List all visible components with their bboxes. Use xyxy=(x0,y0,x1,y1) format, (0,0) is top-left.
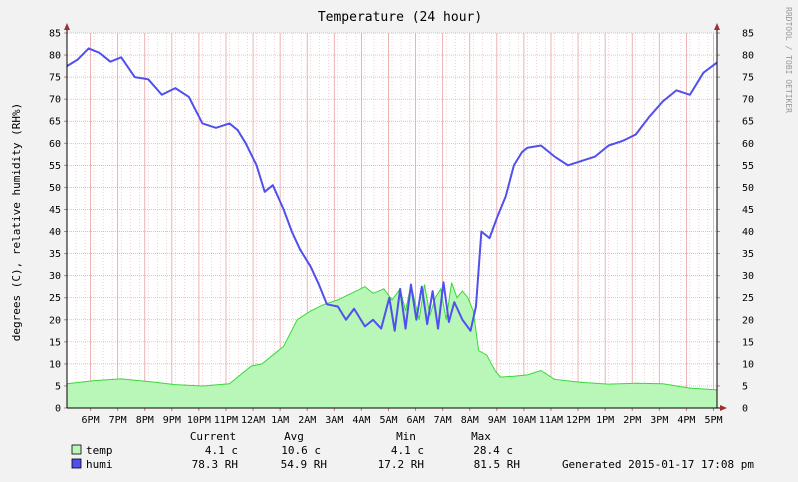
x-tick-label: 11PM xyxy=(214,415,238,426)
legend-min-temp: 4.1 c xyxy=(391,444,424,457)
x-tick-label: 3PM xyxy=(650,415,668,426)
x-tick-label: 7AM xyxy=(434,415,452,426)
x-tick-label: 9PM xyxy=(163,415,181,426)
x-tick-label: 3AM xyxy=(325,415,343,426)
y-tick-label-left: 65 xyxy=(49,117,61,128)
y-tick-label-right: 45 xyxy=(742,205,754,216)
y-tick-label-right: 75 xyxy=(742,73,754,84)
x-tick-label: 9AM xyxy=(488,415,506,426)
y-tick-label-right: 15 xyxy=(742,337,754,348)
x-tick-label: 12PM xyxy=(566,415,590,426)
grid xyxy=(66,32,718,409)
y-tick-label-right: 0 xyxy=(742,404,748,415)
y-tick-label-left: 85 xyxy=(49,29,61,40)
y-tick-label-left: 25 xyxy=(49,293,61,304)
x-tick-label: 10AM xyxy=(512,415,536,426)
legend-header-min: Min xyxy=(396,430,416,443)
y-tick-label-left: 10 xyxy=(49,359,61,370)
legend-max-humi: 81.5 RH xyxy=(474,458,520,471)
y-tick-label-right: 80 xyxy=(742,51,754,62)
x-axis-arrow xyxy=(720,405,727,411)
y-tick-label-right: 70 xyxy=(742,95,754,106)
y-tick-label-right: 50 xyxy=(742,183,754,194)
legend-row-temp: temp 4.1 c 10.6 c 4.1 c 28.4 c xyxy=(71,444,513,457)
chart-title: Temperature (24 hour) xyxy=(318,10,482,25)
x-tick-label: 1PM xyxy=(596,415,614,426)
x-tick-label: 1AM xyxy=(271,415,289,426)
legend-swatch-humi xyxy=(71,458,82,469)
y-tick-label-left: 35 xyxy=(49,249,61,260)
series-area-temp xyxy=(67,282,717,408)
legend-name-humi: humi xyxy=(86,458,113,471)
y-tick-label-right: 85 xyxy=(742,29,754,40)
legend-header-max: Max xyxy=(471,430,491,443)
x-tick-label: 4AM xyxy=(352,415,370,426)
y-tick-label-right: 40 xyxy=(742,227,754,238)
watermark: RRDTOOL / TOBI OETIKER xyxy=(784,7,793,113)
y-tick-label-left: 5 xyxy=(55,381,61,392)
y-axis-arrow-right xyxy=(714,23,720,30)
legend-current-humi: 78.3 RH xyxy=(192,458,238,471)
x-tick-label: 5AM xyxy=(379,415,397,426)
y-tick-label-right: 30 xyxy=(742,271,754,282)
x-tick-label: 2PM xyxy=(623,415,641,426)
y-axis-label: degrees (C), relative humidity (RH%) xyxy=(10,103,23,341)
y-tick-label-right: 60 xyxy=(742,139,754,150)
x-tick-label: 12AM xyxy=(241,415,265,426)
x-tick-label: 11AM xyxy=(539,415,563,426)
legend-header-avg: Avg xyxy=(284,430,304,443)
y-tick-label-left: 70 xyxy=(49,95,61,106)
x-tick-label: 5PM xyxy=(704,415,722,426)
legend-name-temp: temp xyxy=(86,444,113,457)
y-tick-label-right: 65 xyxy=(742,117,754,128)
y-tick-label-left: 80 xyxy=(49,51,61,62)
y-tick-label-right: 25 xyxy=(742,293,754,304)
x-tick-label: 10PM xyxy=(187,415,211,426)
y-tick-label-left: 50 xyxy=(49,183,61,194)
series-line-temp xyxy=(66,282,718,391)
y-tick-label-left: 40 xyxy=(49,227,61,238)
legend-avg-temp: 10.6 c xyxy=(281,444,321,457)
legend-min-humi: 17.2 RH xyxy=(378,458,424,471)
legend-row-humi: humi 78.3 RH 54.9 RH 17.2 RH 81.5 RH xyxy=(71,458,520,471)
x-tick-label: 8AM xyxy=(461,415,479,426)
series-layer xyxy=(66,47,718,408)
legend-max-temp: 28.4 c xyxy=(473,444,513,457)
x-tick-label: 7PM xyxy=(109,415,127,426)
y-tick-label-right: 55 xyxy=(742,161,754,172)
y-tick-label-left: 0 xyxy=(55,404,61,415)
x-tick-label: 4PM xyxy=(677,415,695,426)
y-tick-label-left: 45 xyxy=(49,205,61,216)
series-line-humi xyxy=(66,47,718,332)
x-tick-label: 6PM xyxy=(82,415,100,426)
y-tick-label-right: 5 xyxy=(742,381,748,392)
x-tick-label: 2AM xyxy=(298,415,316,426)
generated-timestamp: Generated 2015-01-17 17:08 pm xyxy=(562,458,754,471)
legend: Current Avg Min Max temp 4.1 c 10.6 c 4.… xyxy=(71,430,754,471)
x-tick-label: 6AM xyxy=(407,415,425,426)
y-tick-label-left: 60 xyxy=(49,139,61,150)
y-tick-label-right: 10 xyxy=(742,359,754,370)
y-tick-label-right: 35 xyxy=(742,249,754,260)
y-tick-label-left: 15 xyxy=(49,337,61,348)
y-tick-label-right: 20 xyxy=(742,315,754,326)
y-tick-label-left: 75 xyxy=(49,73,61,84)
y-tick-label-left: 55 xyxy=(49,161,61,172)
x-tick-label: 8PM xyxy=(136,415,154,426)
y-axis-arrow-left xyxy=(64,23,70,30)
legend-header-current: Current xyxy=(190,430,236,443)
legend-current-temp: 4.1 c xyxy=(205,444,238,457)
legend-swatch-temp xyxy=(71,444,82,455)
y-tick-label-left: 20 xyxy=(49,315,61,326)
y-tick-label-left: 30 xyxy=(49,271,61,282)
legend-avg-humi: 54.9 RH xyxy=(281,458,327,471)
